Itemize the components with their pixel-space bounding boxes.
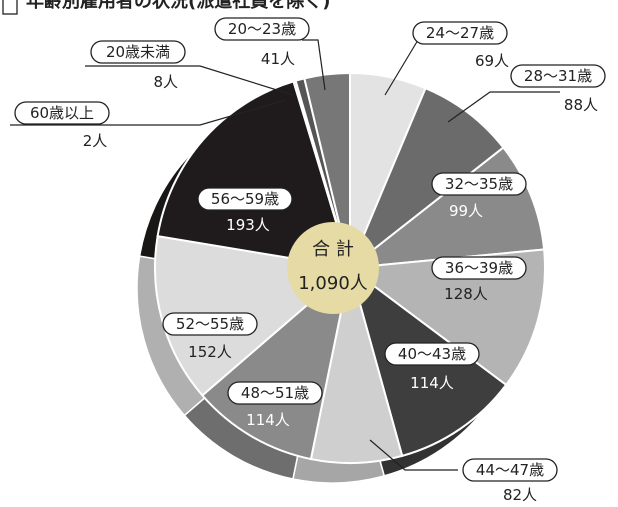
slice-value: 152人 bbox=[188, 343, 232, 361]
chart-title: 年齢別雇用者の状況(派遣社員を除く) bbox=[26, 0, 330, 12]
slice-label: 28〜31歳 bbox=[524, 67, 592, 85]
slice-value: 99人 bbox=[449, 202, 483, 220]
slice-label: 24〜27歳 bbox=[426, 24, 494, 42]
slice-label: 56〜59歳 bbox=[211, 190, 279, 208]
slice-value: 82人 bbox=[503, 486, 537, 504]
slice-label: 20〜23歳 bbox=[228, 20, 296, 38]
slice-label: 48〜51歳 bbox=[241, 384, 309, 402]
title-group: 年齢別雇用者の状況(派遣社員を除く) bbox=[3, 0, 330, 14]
slice-value: 2人 bbox=[83, 132, 108, 150]
slice-label: 44〜47歳 bbox=[476, 461, 544, 479]
slice-value: 114人 bbox=[410, 374, 454, 392]
leader-line bbox=[85, 66, 293, 95]
slice-value: 128人 bbox=[444, 285, 488, 303]
title-marker bbox=[3, 0, 17, 14]
slice-label: 60歳以上 bbox=[30, 104, 94, 122]
slice-value: 193人 bbox=[226, 216, 270, 234]
slice-value: 114人 bbox=[246, 411, 290, 429]
slice-label: 36〜39歳 bbox=[445, 259, 513, 277]
slice-value: 41人 bbox=[261, 50, 295, 68]
total-label: 合 計 bbox=[312, 239, 354, 260]
slice-label: 52〜55歳 bbox=[176, 315, 244, 333]
slice-label: 40〜43歳 bbox=[398, 345, 466, 363]
slice-value: 8人 bbox=[153, 73, 178, 91]
slice-label: 20歳未満 bbox=[106, 43, 170, 61]
center-total: 合 計 1,090人 bbox=[287, 222, 379, 314]
total-value: 1,090人 bbox=[298, 273, 368, 294]
slice-value: 88人 bbox=[564, 96, 598, 114]
center-circle bbox=[287, 222, 379, 314]
slice-label: 32〜35歳 bbox=[445, 175, 513, 193]
slice-value: 69人 bbox=[475, 52, 509, 70]
